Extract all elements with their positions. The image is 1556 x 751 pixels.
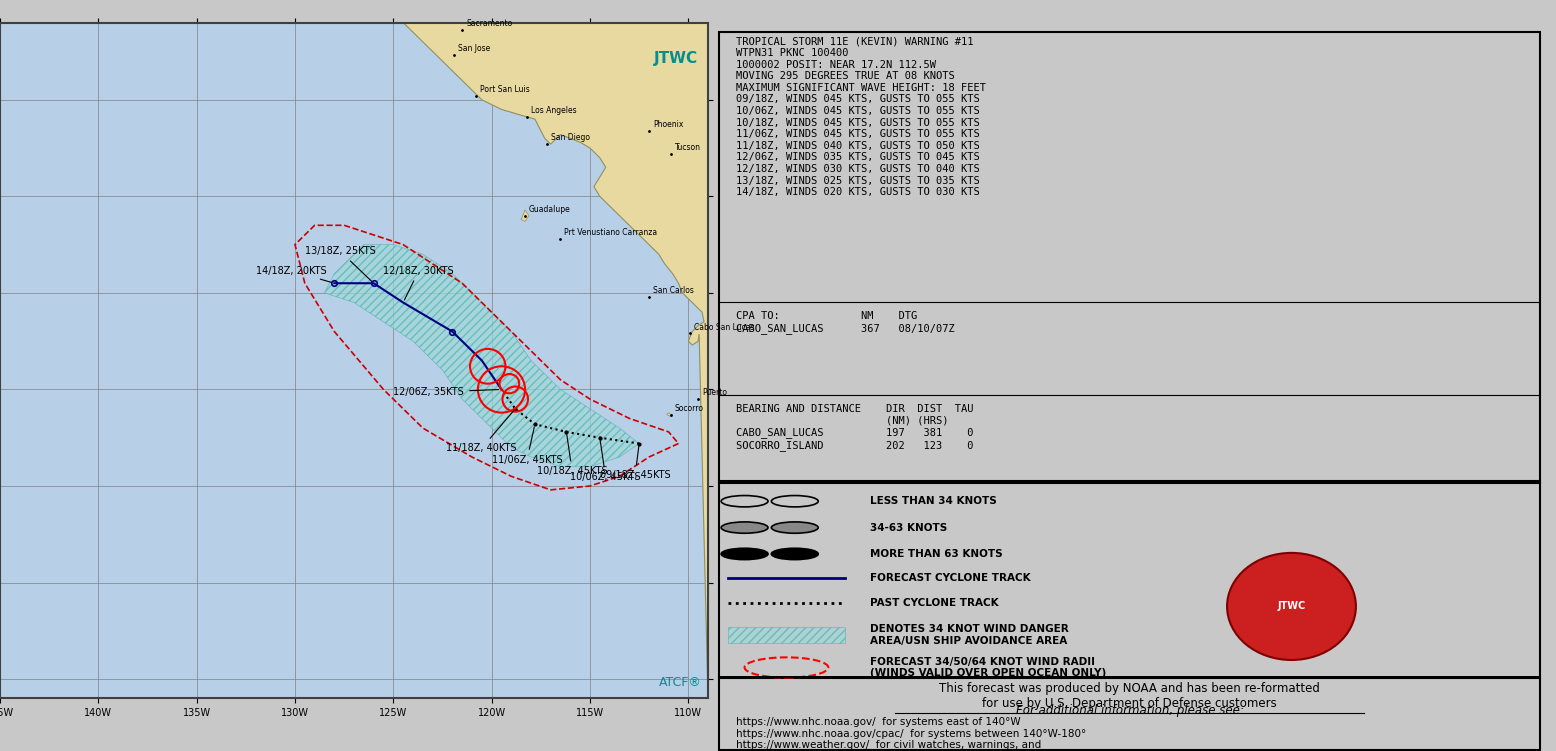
Text: Guadalupe: Guadalupe: [529, 205, 571, 214]
Text: MORE THAN 63 KNOTS: MORE THAN 63 KNOTS: [870, 549, 1002, 559]
Polygon shape: [521, 210, 529, 222]
Text: TROPICAL STORM 11E (KEVIN) WARNING #11
WTPN31 PKNC 100400
1000002 POSIT: NEAR 17: TROPICAL STORM 11E (KEVIN) WARNING #11 W…: [736, 37, 987, 198]
Text: Port San Luis: Port San Luis: [479, 85, 529, 94]
Text: JTWC: JTWC: [654, 52, 699, 67]
Polygon shape: [325, 245, 640, 466]
Text: Tucson: Tucson: [675, 143, 700, 152]
Text: ATCF®: ATCF®: [660, 676, 702, 689]
Circle shape: [720, 548, 769, 559]
Text: 34-63 KNOTS: 34-63 KNOTS: [870, 523, 948, 532]
Text: FORECAST 34/50/64 KNOT WIND RADII
(WINDS VALID OVER OPEN OCEAN ONLY): FORECAST 34/50/64 KNOT WIND RADII (WINDS…: [870, 656, 1106, 678]
Text: Phoenix: Phoenix: [654, 120, 683, 129]
Text: 14/18Z, 20KTS: 14/18Z, 20KTS: [255, 266, 331, 282]
Text: San Jose: San Jose: [457, 44, 490, 53]
Text: DENOTES 34 KNOT WIND DANGER
AREA/USN SHIP AVOIDANCE AREA: DENOTES 34 KNOT WIND DANGER AREA/USN SHI…: [870, 624, 1069, 646]
Text: Prt Venustiano Carranza: Prt Venustiano Carranza: [565, 228, 658, 237]
Text: PAST CYCLONE TRACK: PAST CYCLONE TRACK: [870, 598, 999, 608]
Text: JTWC: JTWC: [1277, 602, 1305, 611]
Polygon shape: [403, 23, 708, 698]
Bar: [728, 627, 845, 643]
Text: For additional information, please see:: For additional information, please see:: [1016, 704, 1243, 717]
Text: Sacramento: Sacramento: [467, 20, 512, 29]
Text: 10/06Z, 45KTS: 10/06Z, 45KTS: [571, 441, 641, 482]
Circle shape: [772, 548, 818, 559]
Text: Cabo San Lucas: Cabo San Lucas: [694, 323, 755, 332]
Text: 11/18Z, 40KTS: 11/18Z, 40KTS: [447, 411, 517, 454]
Text: 12/06Z, 35KTS: 12/06Z, 35KTS: [394, 388, 499, 397]
Text: LESS THAN 34 KNOTS: LESS THAN 34 KNOTS: [870, 496, 997, 506]
Text: https://www.nhc.noaa.gov/  for systems east of 140°W
https://www.nhc.noaa.gov/cp: https://www.nhc.noaa.gov/ for systems ea…: [736, 717, 1086, 751]
Text: 10/18Z, 45KTS: 10/18Z, 45KTS: [537, 435, 607, 476]
Text: CPA TO:             NM    DTG
CABO_SAN_LUCAS      367   08/10/07Z: CPA TO: NM DTG CABO_SAN_LUCAS 367 08/10/…: [736, 311, 955, 333]
Circle shape: [720, 522, 769, 533]
Text: This forecast was produced by NOAA and has been re-formatted
for use by U.S. Dep: This forecast was produced by NOAA and h…: [940, 682, 1319, 710]
Text: San Diego: San Diego: [551, 134, 590, 143]
Text: Socorro: Socorro: [675, 404, 703, 413]
Text: 11/06Z, 45KTS: 11/06Z, 45KTS: [492, 427, 562, 465]
Text: BEARING AND DISTANCE    DIR  DIST  TAU
                        (NM) (HRS)
CABO_S: BEARING AND DISTANCE DIR DIST TAU (NM) (…: [736, 404, 974, 451]
Text: 09/18Z, 45KTS: 09/18Z, 45KTS: [599, 446, 671, 481]
Polygon shape: [666, 412, 672, 417]
Text: Los Angeles: Los Angeles: [531, 107, 577, 116]
Text: 12/18Z, 30KTS: 12/18Z, 30KTS: [383, 266, 454, 300]
Circle shape: [772, 522, 818, 533]
Text: Puerto: Puerto: [702, 388, 727, 397]
Text: 13/18Z, 25KTS: 13/18Z, 25KTS: [305, 246, 375, 282]
Text: San Carlos: San Carlos: [654, 286, 694, 295]
Text: FORECAST CYCLONE TRACK: FORECAST CYCLONE TRACK: [870, 573, 1030, 584]
Circle shape: [1228, 553, 1355, 660]
